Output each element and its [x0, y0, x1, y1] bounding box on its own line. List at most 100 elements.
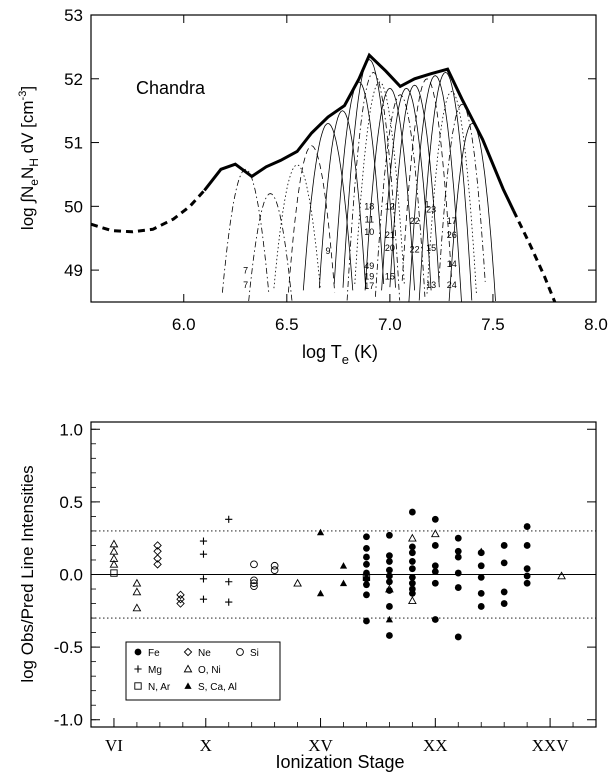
- contribution-curve-14: [401, 78, 453, 281]
- data-point-open-triangle: [407, 533, 417, 542]
- data-point-filled-circle: [523, 542, 531, 549]
- data-point-filled-circle: [408, 508, 416, 516]
- data-point-filled-circle: [363, 544, 370, 552]
- y-tick-label: 53: [64, 6, 83, 25]
- data-point-open-circle: [250, 579, 258, 588]
- contribution-curve-8: [346, 71, 401, 301]
- data-point-filled-circle: [454, 633, 462, 641]
- data-point-filled-circle: [386, 603, 393, 610]
- data-point-filled-circle: [363, 617, 370, 625]
- curve-label-8: 17: [364, 281, 374, 291]
- legend-marker-filled-circle: [134, 648, 142, 656]
- data-point-filled-circle: [408, 558, 416, 565]
- curve-label-2: 9: [325, 246, 330, 256]
- x-tick-label: 6.0: [172, 315, 196, 334]
- legend-label: Fe: [148, 648, 160, 659]
- data-point-filled-circle: [431, 579, 439, 587]
- data-point-filled-triangle: [316, 528, 325, 536]
- data-point-diamond: [153, 554, 162, 563]
- legend: Fe Ne Si Mg O, Ni N, Ar S, Ca, Al: [125, 641, 281, 701]
- data-point-open-triangle: [132, 587, 142, 596]
- curve-label-9: 12: [385, 202, 395, 212]
- data-point-open-triangle: [109, 559, 119, 568]
- contribution-curve-3: [288, 145, 336, 293]
- x-tick-label: XXV: [532, 736, 570, 755]
- curve-label-14: 22: [410, 244, 420, 254]
- x-tick-label: X: [200, 736, 212, 755]
- y-tick-label: -0.5: [54, 638, 83, 657]
- contribution-curve-0: [222, 168, 270, 293]
- data-point-filled-circle: [431, 616, 439, 623]
- data-point-filled-circle: [386, 558, 393, 565]
- x-axis-ticks: 6.0 6.5 7.0 7.5 8.0: [172, 15, 608, 334]
- data-point-filled-circle: [477, 574, 485, 581]
- legend-label: Ne: [198, 648, 211, 659]
- data-point-filled-circle: [408, 574, 416, 581]
- data-point-filled-triangle: [339, 579, 348, 587]
- contribution-curve-18: [438, 103, 486, 282]
- curve-label-19: 17: [447, 216, 457, 226]
- contribution-curve-1: [248, 193, 293, 302]
- data-point-filled-circle: [477, 589, 485, 597]
- data-point-diamond: [176, 590, 185, 600]
- data-point-filled-circle: [363, 533, 370, 541]
- x-tick-label: 7.5: [481, 315, 505, 334]
- data-point-plus: [199, 595, 208, 603]
- contribution-curve-16: [418, 71, 473, 301]
- contribution-curve-17: [426, 91, 477, 294]
- data-point-open-circle: [250, 576, 258, 585]
- data-point-filled-circle: [454, 553, 462, 561]
- data-point-open-circle: [270, 566, 279, 574]
- contribution-curve-15: [408, 75, 462, 303]
- data-point-filled-circle: [363, 581, 370, 589]
- contribution-curve-13: [389, 84, 440, 288]
- legend-label: S, Ca, Al: [198, 682, 237, 693]
- data-point-diamond: [153, 560, 162, 569]
- curve-label-3: 18: [364, 202, 374, 212]
- data-point-filled-circle: [363, 591, 370, 599]
- data-point-plus: [199, 575, 208, 583]
- data-point-plus: [199, 537, 208, 545]
- data-point-filled-triangle: [339, 562, 348, 569]
- data-point-filled-circle: [523, 572, 531, 580]
- data-point-diamond: [176, 594, 185, 604]
- contribution-curve-12: [381, 87, 432, 291]
- data-point-filled-circle: [454, 534, 462, 542]
- data-point-filled-circle: [386, 552, 393, 560]
- data-point-filled-circle: [454, 569, 462, 577]
- y-axis-ticks: 49 50 51 52 53: [64, 6, 596, 280]
- data-point-filled-circle: [523, 579, 531, 587]
- y-tick-label: 1.0: [59, 420, 83, 439]
- y-axis-label: log ∫NeNH dV [cm-3]: [17, 86, 41, 230]
- contribution-curve-7: [342, 59, 396, 288]
- data-point-plus: [199, 550, 208, 558]
- contribution-curve-5: [318, 110, 367, 289]
- data-point-filled-circle: [454, 547, 462, 555]
- data-point-filled-circle: [500, 600, 508, 607]
- x-axis-ticks: VI X XV XX XXV: [105, 718, 574, 755]
- contribution-curve-2: [273, 164, 321, 289]
- curve-labels: 7791811104919171221201522221231513172614…: [243, 200, 457, 292]
- data-point-filled-circle: [386, 531, 393, 539]
- data-point-open-triangle: [385, 584, 394, 593]
- curve-label-20: 26: [447, 230, 457, 240]
- contribution-curve-10: [364, 87, 415, 291]
- curve-label-10: 21: [385, 230, 395, 240]
- x-tick-label: VI: [105, 736, 123, 755]
- legend-marker-plus: [134, 665, 142, 673]
- x-tick-label: XX: [423, 736, 448, 755]
- x-tick-label: 8.0: [584, 315, 608, 334]
- data-point-filled-circle: [523, 523, 531, 530]
- y-tick-label: 51: [64, 134, 83, 153]
- data-point-filled-circle: [408, 543, 416, 551]
- curve-label-1: 7: [243, 280, 248, 290]
- dem-curve: [90, 52, 557, 303]
- data-point-filled-circle: [408, 589, 416, 597]
- legend-label: O, Ni: [198, 665, 221, 676]
- data-point-diamond: [153, 541, 162, 550]
- data-point-open-square: [362, 573, 371, 582]
- curve-label-11: 20: [385, 243, 395, 253]
- data-point-filled-circle: [386, 632, 393, 639]
- legend-marker-open-square: [134, 682, 142, 690]
- y-tick-label: 50: [64, 197, 83, 216]
